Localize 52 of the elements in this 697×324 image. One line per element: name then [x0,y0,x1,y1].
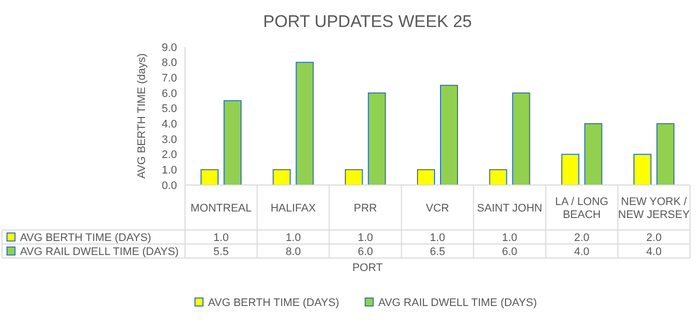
bar [344,169,363,186]
chart-title: PORT UPDATES WEEK 25 [263,12,472,31]
y-tick-label: 6.0 [162,88,177,100]
data-label: 5.5 [213,246,229,258]
bar [584,123,602,186]
bar [272,169,291,186]
data-label: 1.0 [430,232,446,244]
text: AVG RAIL DWELL TIME (DAYS) [378,296,537,309]
y-tick-label: 7.0 [162,72,177,85]
y-tick-label: 3.0 [162,134,177,146]
x-tick-label: MONTREAL [190,202,252,214]
x-tick-label: SAINT JOHN [477,202,542,214]
data-label: 4.0 [574,246,590,258]
bar [440,84,458,186]
y-tick-label: 1.0 [162,164,177,177]
bar [633,154,652,186]
x-tick-label: PRR [354,202,378,214]
x-axis-title: PORT [352,262,383,274]
bar [200,169,219,186]
y-tick-label: 8.0 [162,57,177,70]
data-label: 1.0 [502,232,518,244]
x-tick-label: VCR [426,202,450,214]
bar [296,62,314,186]
text: AVG BERTH TIME (DAYS) [208,296,340,309]
bar [417,169,435,186]
y-tick-label: 9.0 [162,42,177,54]
data-label: 6.0 [358,246,374,258]
y-tick-label: 0.0 [162,180,177,192]
y-tick-label: 5.0 [162,103,177,116]
y-axis-title: AVG BERTH TIME (days) [136,53,148,179]
bar [512,92,530,186]
bar [224,100,242,186]
data-label: 2.0 [646,232,662,244]
data-label: 1.0 [358,232,374,244]
bar [656,123,674,186]
bar [489,169,508,186]
data-label: 6.0 [502,246,518,258]
data-label: 1.0 [286,232,301,244]
x-tick-label: NEW YORK / NEW JERSEY [618,196,690,221]
legend-label: AVG RAIL DWELL TIME (DAYS) [20,246,179,258]
data-label: 2.0 [574,232,590,244]
data-label: 4.0 [646,246,662,258]
bar [368,92,386,186]
y-tick-label: 2.0 [162,149,177,162]
y-tick-label: 4.0 [162,118,177,131]
data-label: 1.0 [213,232,229,244]
x-tick-label: HALIFAX [270,202,316,214]
data-label: 8.0 [286,246,301,258]
bar [561,154,580,186]
data-label: 6.5 [430,246,446,258]
legend-label: AVG BERTH TIME (DAYS) [20,232,152,244]
x-tick-label: LA / LONG BEACH [555,196,608,221]
